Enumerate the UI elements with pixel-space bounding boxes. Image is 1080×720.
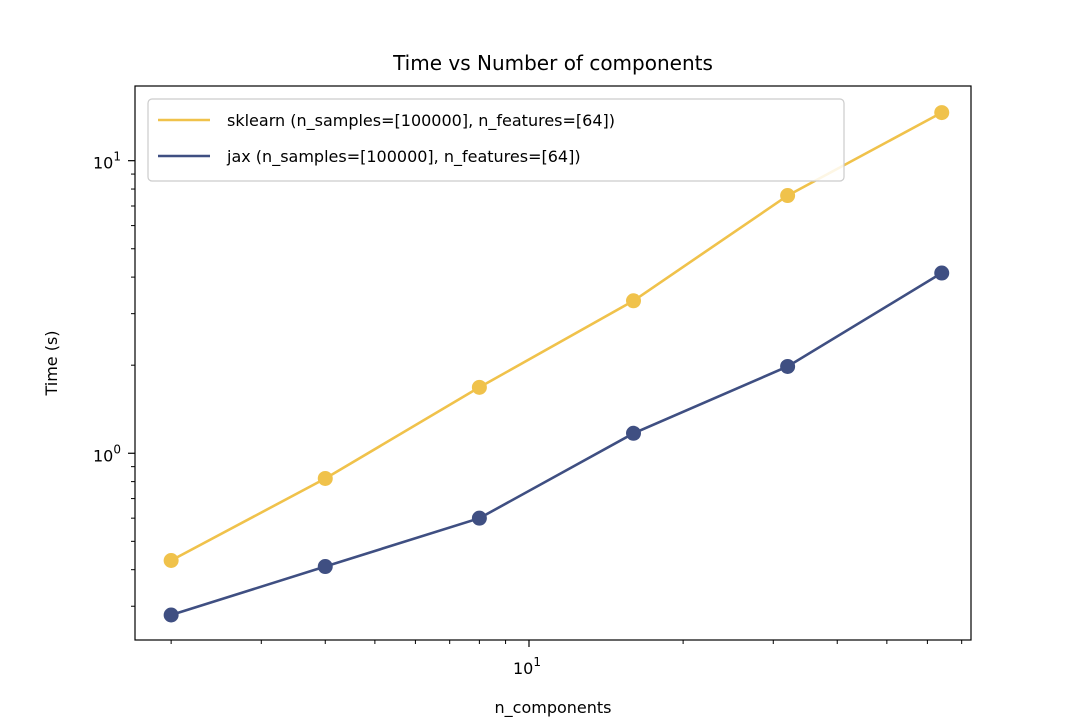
x-axis-label: n_components	[495, 698, 612, 718]
data-point	[780, 358, 796, 374]
data-point	[163, 552, 179, 568]
chart-title: Time vs Number of components	[392, 51, 713, 75]
series-line	[170, 271, 943, 617]
plot-frame	[134, 85, 972, 641]
series-layer	[163, 105, 950, 623]
series-0	[163, 105, 950, 568]
legend-label: jax (n_samples=[100000], n_features=[64]…	[226, 147, 581, 167]
axis-ticks: 101 100 101	[93, 150, 963, 678]
y-tick-label: 101	[93, 150, 121, 173]
legend: sklearn (n_samples=[100000], n_features=…	[147, 98, 845, 182]
data-point	[934, 265, 950, 281]
y-tick-label: 100	[93, 442, 121, 465]
data-point	[780, 188, 796, 204]
data-point	[163, 607, 179, 623]
data-point	[626, 425, 642, 441]
data-point	[934, 105, 950, 121]
data-point	[471, 379, 487, 395]
data-point	[471, 510, 487, 526]
data-point	[317, 559, 333, 575]
data-point	[317, 470, 333, 486]
x-tick-label: 101	[513, 655, 541, 678]
legend-box	[147, 98, 845, 182]
series-line	[170, 111, 943, 562]
legend-label: sklearn (n_samples=[100000], n_features=…	[227, 111, 615, 131]
series-1	[163, 265, 950, 623]
data-point	[626, 293, 642, 309]
y-axis-label: Time (s)	[42, 330, 61, 396]
